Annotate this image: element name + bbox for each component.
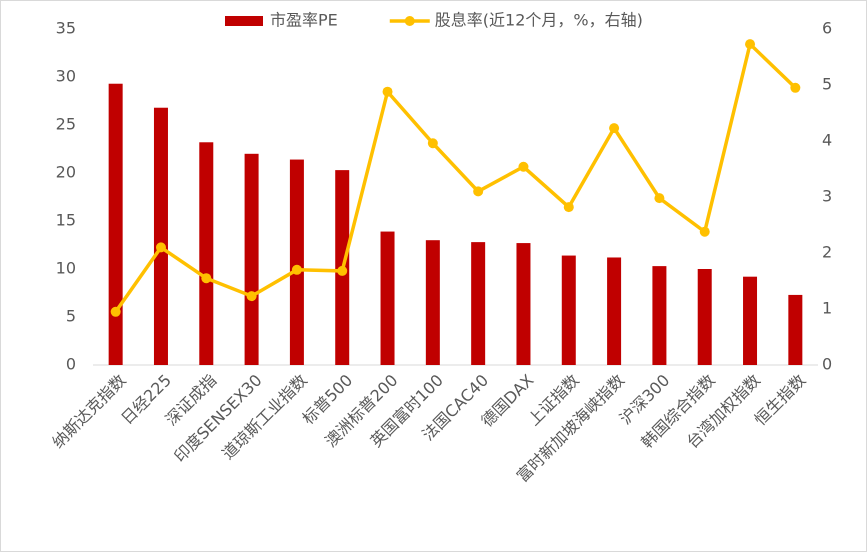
line-marker [110, 306, 121, 317]
line-marker [609, 123, 620, 134]
bar [743, 276, 758, 365]
line-marker [382, 86, 393, 97]
line-marker [473, 186, 484, 197]
line-marker [654, 193, 665, 204]
legend-swatch [225, 16, 263, 26]
bar [697, 269, 712, 365]
bar [289, 159, 304, 365]
line-marker [699, 226, 710, 237]
bar [380, 231, 395, 365]
bar [516, 243, 531, 365]
bar [108, 83, 123, 365]
bar [788, 294, 803, 365]
y-tick-label: 25 [56, 115, 76, 134]
bar [425, 240, 440, 365]
y2-tick-label: 0 [822, 355, 832, 374]
y2-tick-label: 6 [822, 19, 832, 38]
y-tick-label: 0 [66, 355, 76, 374]
line-marker [745, 39, 756, 50]
bar [153, 107, 168, 365]
bar [199, 142, 214, 365]
line-marker [518, 161, 529, 172]
line-marker [155, 242, 166, 253]
line-marker [291, 264, 302, 275]
bar [244, 153, 259, 365]
line-marker [563, 202, 574, 213]
y2-tick-label: 3 [822, 187, 832, 206]
line-marker [427, 138, 438, 149]
y-tick-label: 10 [56, 259, 76, 278]
bar [652, 266, 667, 365]
y2-tick-label: 2 [822, 243, 832, 262]
legend-label: 市盈率PE [270, 11, 338, 30]
y-tick-label: 15 [56, 211, 76, 230]
line-marker [246, 291, 257, 302]
line [114, 40, 797, 313]
line-marker [201, 273, 212, 284]
y-tick-label: 30 [56, 67, 76, 86]
bar [471, 242, 486, 365]
y-tick-label: 35 [56, 19, 76, 38]
y2-tick-label: 5 [822, 75, 832, 94]
y-tick-label: 20 [56, 163, 76, 182]
bar [561, 255, 576, 365]
legend-marker [404, 16, 415, 26]
line-marker [337, 265, 348, 276]
line-marker [790, 82, 801, 93]
y2-tick-label: 1 [822, 299, 832, 318]
bar [607, 257, 622, 365]
y2-tick-label: 4 [822, 131, 832, 150]
legend-label: 股息率(近12个月，%，右轴) [435, 11, 643, 30]
y-tick-label: 5 [66, 307, 76, 326]
